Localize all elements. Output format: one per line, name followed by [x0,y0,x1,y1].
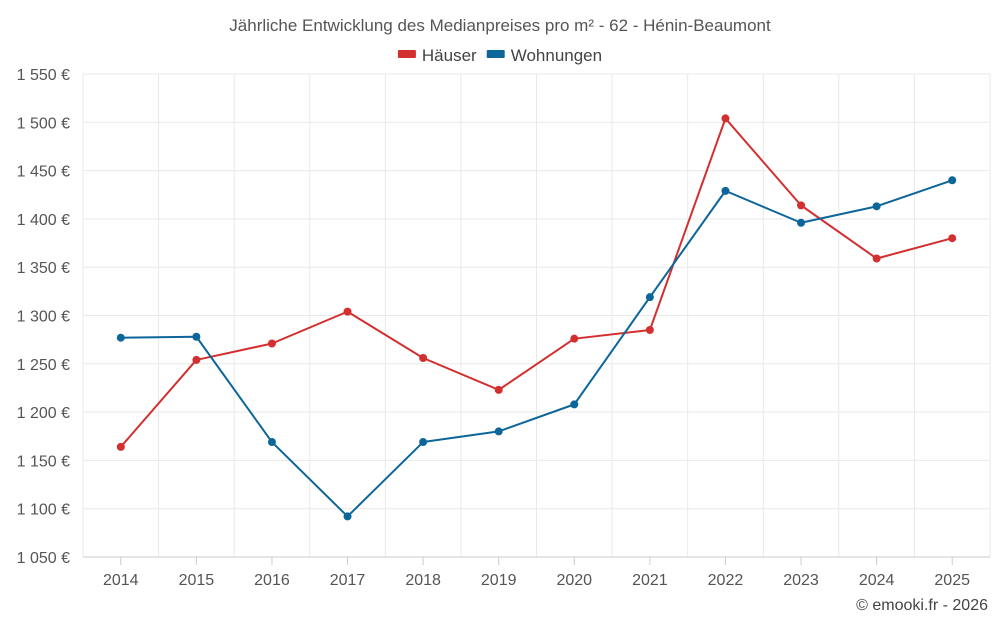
data-point [419,354,428,363]
y-tick-label: 1 300 € [17,309,70,326]
x-axis: 2014 2015 2016 2017 2018 2019 2020 2021 2022 2023… [83,556,990,589]
data-point [721,186,730,195]
legend-label: Wohnungen [511,46,602,65]
x-tick-label: 2023 [783,572,819,589]
x-tick-label: 2017 [330,572,366,589]
data-point [267,339,276,348]
legend-item-haeuser: Häuser [397,46,477,65]
x-tick-label: 2022 [708,572,744,589]
data-point [192,332,201,341]
chart-title: Jährliche Entwicklung des Medianpreises … [229,16,771,35]
credit-label: © emooki.fr - 2026 [856,597,988,614]
series-line [120,117,953,448]
y-axis: 1 050 € 1 100 € 1 150 € 1 200 € 1 250 € 1 300… [17,67,70,567]
y-tick-label: 1 500 € [17,115,70,132]
data-point [797,218,806,227]
legend-swatch [486,50,505,58]
data-point [494,427,503,436]
x-tick-label: 2014 [103,572,139,589]
y-tick-label: 1 350 € [17,260,70,277]
y-tick-label: 1 100 € [17,502,70,519]
y-tick-label: 1 250 € [17,357,70,374]
x-tick-label: 2015 [179,572,215,589]
y-tick-label: 1 400 € [17,212,70,229]
x-tick-label: 2016 [254,572,290,589]
data-point [343,512,352,521]
y-tick-label: 1 200 € [17,405,70,422]
y-tick-label: 1 150 € [17,453,70,470]
x-tick-label: 2019 [481,572,517,589]
legend-swatch [397,50,416,58]
data-point [192,355,201,364]
data-point [267,438,276,447]
series-wohnungen [116,176,957,521]
legend-item-wohnungen: Wohnungen [486,46,602,65]
x-tick-label: 2018 [405,572,441,589]
data-point [645,325,654,334]
x-tick-label: 2025 [934,572,970,589]
data-point [948,176,957,185]
data-point [343,307,352,316]
series-group [116,114,957,521]
y-tick-label: 1 450 € [17,164,70,181]
data-point [645,293,654,302]
data-point [721,114,730,123]
x-tick-label: 2024 [859,572,895,589]
x-tick-label: 2020 [556,572,592,589]
data-point [948,234,957,243]
data-point [116,442,125,451]
series-haeuser [116,114,957,451]
series-line [120,179,953,518]
data-point [116,333,125,342]
data-point [570,334,579,343]
y-tick-label: 1 050 € [17,550,70,567]
y-tick-label: 1 550 € [17,67,70,84]
legend-label: Häuser [422,46,477,65]
data-point [419,438,428,447]
data-point [872,202,881,211]
data-point [797,201,806,210]
x-tick-label: 2021 [632,572,668,589]
data-point [872,254,881,263]
grid [82,73,991,558]
data-point [494,385,503,394]
data-point [570,400,579,409]
legend: Häuser Wohnungen [397,46,602,65]
